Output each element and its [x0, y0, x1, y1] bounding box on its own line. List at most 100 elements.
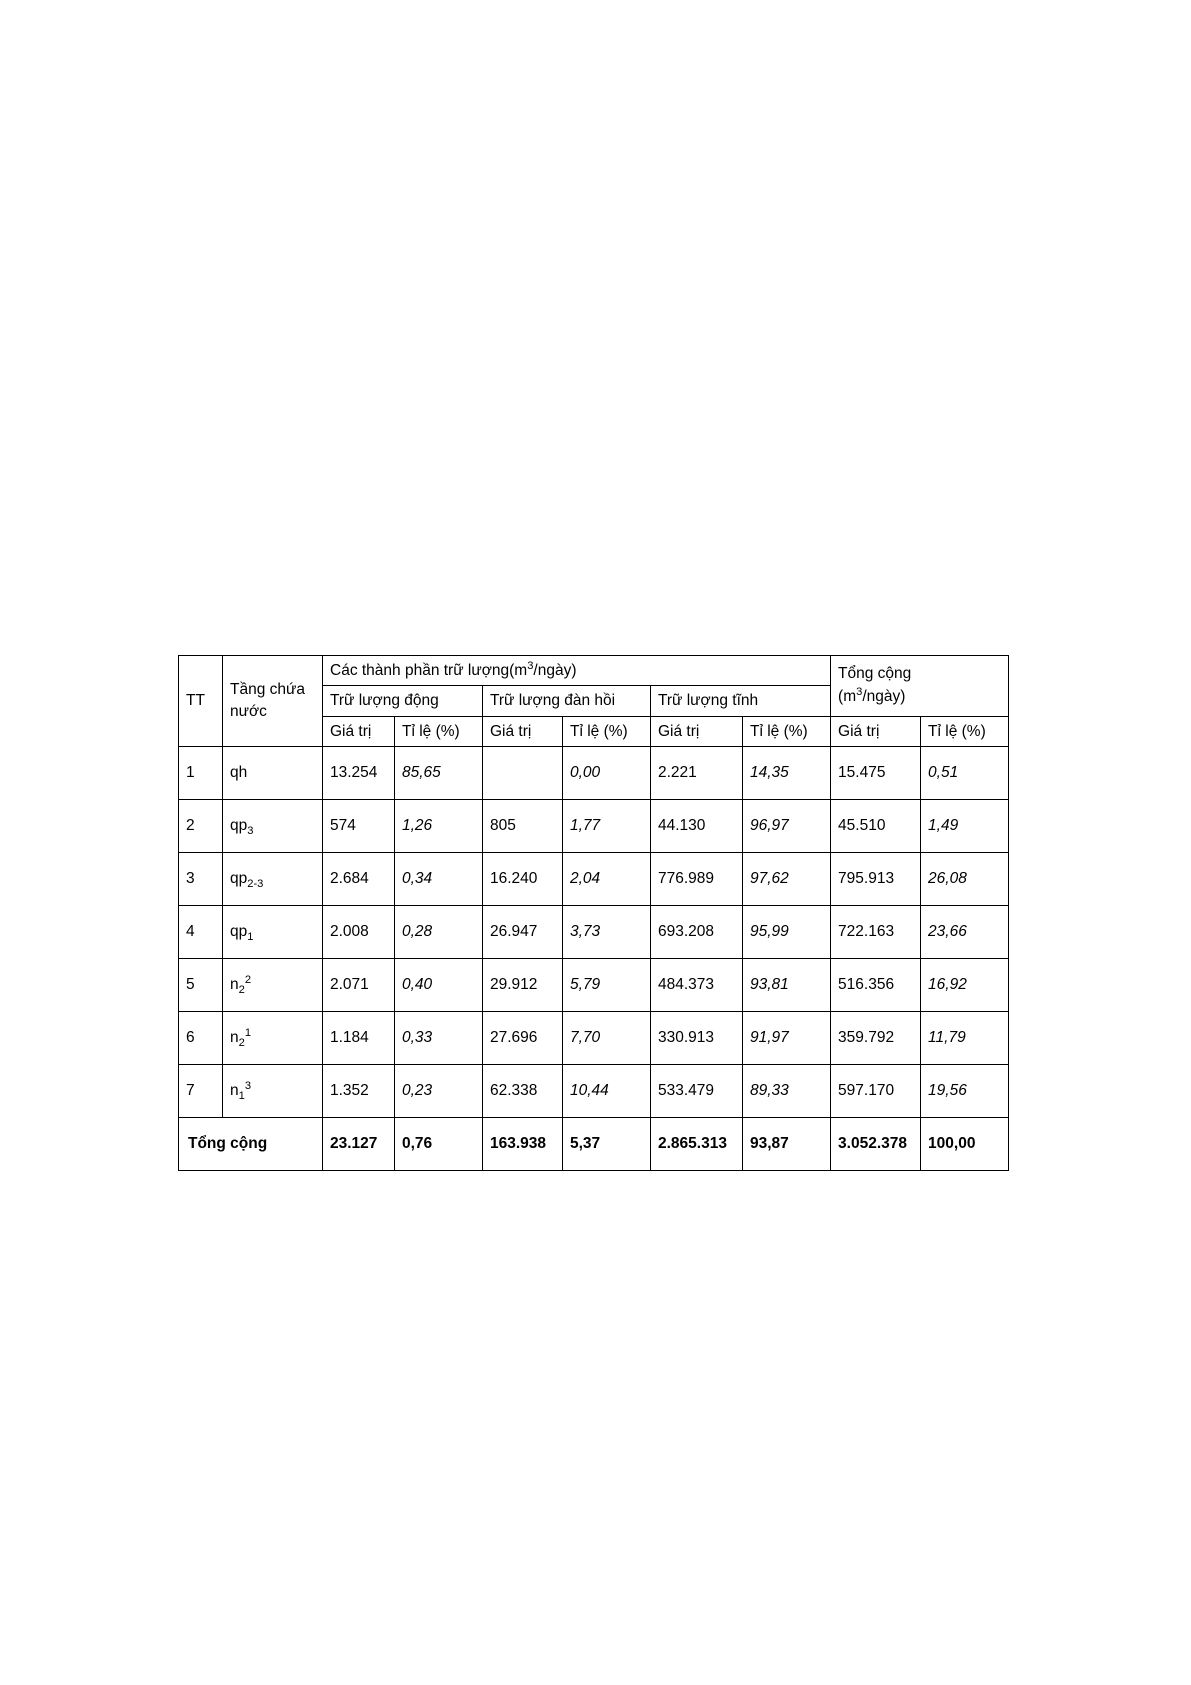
cell-total-percent: 23,66 [920, 905, 1010, 960]
cell-aquifer-layer: qp1 [222, 905, 323, 960]
header-cell-static-percent: Tỉ lệ (%) [741, 715, 832, 748]
cell-elastic-percent: 1,77 [562, 799, 651, 854]
header-cell-static-value: Giá trị [650, 715, 743, 748]
cell-row-index: 7 [178, 1064, 223, 1119]
cell-total-value: 795.913 [830, 852, 922, 907]
cell-elastic-value [482, 746, 563, 801]
cell-aquifer-layer: qp3 [222, 799, 323, 854]
table-row: 4 qp1 2.008 0,28 26.947 3,73 693.208 95,99 722.1… [178, 905, 1010, 960]
cell-aquifer-layer: qh [222, 746, 323, 801]
header-cell-dynamic-value: Giá trị [322, 715, 395, 748]
cell-static-percent: 95,99 [741, 905, 832, 960]
grand-total-unit-superscript: 3 [856, 685, 863, 698]
header-cell-elastic-percent: Tỉ lệ (%) [562, 715, 651, 748]
cell-elastic-percent: 7,70 [562, 1011, 651, 1066]
aquifer-layer-base: qp [230, 870, 248, 888]
header-row-group: TT Tầng chứa nước Các thành phần trữ lượ… [178, 654, 1010, 748]
cell-elastic-percent: 3,73 [562, 905, 651, 960]
reserve-table-container: TT Tầng chứa nước Các thành phần trữ lượ… [178, 654, 1010, 1172]
cell-static-percent: 93,81 [741, 958, 832, 1013]
table-row: 7 n13 1.352 0,23 62.338 10,44 533.479 89,33 597.… [178, 1064, 1010, 1119]
header-cell-dynamic-reserve: Trữ lượng động [322, 685, 483, 717]
grand-total-title: Tổng cộng [838, 665, 912, 683]
cell-dynamic-percent: 1,26 [394, 799, 483, 854]
table-row: 1 qh 13.254 85,65 0,00 2.221 14,35 15.475 0,51 [178, 746, 1010, 801]
cell-total-percent: 26,08 [920, 852, 1010, 907]
cell-dynamic-value: 2.684 [322, 852, 395, 907]
cell-row-index: 6 [178, 1011, 223, 1066]
table-body: 1 qh 13.254 85,65 0,00 2.221 14,35 15.475 0,51 2 q… [178, 746, 1010, 1172]
cell-static-percent: 14,35 [741, 746, 832, 801]
cell-static-value: 533.479 [650, 1064, 743, 1119]
cell-elastic-value: 16.240 [482, 852, 563, 907]
cell-static-value: 484.373 [650, 958, 743, 1013]
cell-static-value: 693.208 [650, 905, 743, 960]
cell-dynamic-percent: 0,34 [394, 852, 483, 907]
aquifer-layer-base: n [230, 976, 239, 994]
cell-static-value: 2.221 [650, 746, 743, 801]
cell-static-percent: 89,33 [741, 1064, 832, 1119]
cell-row-index: 1 [178, 746, 223, 801]
aquifer-layer-base: n [230, 1029, 239, 1047]
header-cell-reserve-components: Các thành phần trữ lượng(m3/ngày) [321, 654, 832, 687]
aquifer-layer-subscript: 2 [238, 1037, 245, 1050]
aquifer-layer-subscript: 2-3 [247, 878, 264, 891]
cell-aquifer-layer: n13 [222, 1064, 323, 1119]
cell-totals-elastic-value: 163.938 [482, 1117, 563, 1172]
header-cell-dynamic-percent: Tỉ lệ (%) [394, 715, 483, 748]
cell-aquifer-layer: qp2-3 [222, 852, 323, 907]
header-cell-grand-total: Tổng cộng (m3/ngày) [830, 655, 1010, 717]
cell-row-index: 5 [178, 958, 223, 1013]
header-cell-tt: TT [178, 654, 223, 748]
cell-total-value: 45.510 [830, 799, 922, 854]
cell-dynamic-value: 574 [322, 799, 395, 854]
cell-total-percent: 0,51 [920, 746, 1010, 801]
cell-total-value: 722.163 [830, 905, 922, 960]
table-row: 5 n22 2.071 0,40 29.912 5,79 484.373 93,81 516.3… [178, 958, 1010, 1013]
aquifer-layer-subscript: 3 [247, 825, 254, 838]
table-row: 2 qp3 574 1,26 805 1,77 44.130 96,97 45.510 1,49 [178, 799, 1010, 854]
cell-dynamic-percent: 0,23 [394, 1064, 483, 1119]
cell-totals-label: Tổng cộng [178, 1117, 323, 1172]
aquifer-layer-base: qh [230, 764, 248, 782]
header-cell-elastic-reserve: Trữ lượng đàn hồi [482, 685, 651, 717]
cell-elastic-percent: 10,44 [562, 1064, 651, 1119]
cell-static-value: 776.989 [650, 852, 743, 907]
header-row-leaf: Giá trị Tỉ lệ (%) Giá trị Tỉ lệ (%) Giá … [179, 715, 1010, 748]
cell-dynamic-percent: 0,28 [394, 905, 483, 960]
cell-dynamic-percent: 0,40 [394, 958, 483, 1013]
cell-total-percent: 16,92 [920, 958, 1010, 1013]
aquifer-layer-superscript: 1 [244, 1027, 252, 1040]
grand-total-unit-pre: (m [838, 687, 857, 705]
cell-totals-dynamic-value: 23.127 [322, 1117, 395, 1172]
cell-total-value: 15.475 [830, 746, 922, 801]
cell-dynamic-percent: 85,65 [394, 746, 483, 801]
table-row: 6 n21 1.184 0,33 27.696 7,70 330.913 91,97 359.7… [178, 1011, 1010, 1066]
cell-elastic-percent: 2,04 [562, 852, 651, 907]
cell-total-value: 516.356 [830, 958, 922, 1013]
cell-totals-total-value: 3.052.378 [830, 1117, 922, 1172]
cell-static-percent: 96,97 [741, 799, 832, 854]
cell-static-percent: 97,62 [741, 852, 832, 907]
cell-row-index: 3 [178, 852, 223, 907]
header-cell-total-percent: Tỉ lệ (%) [920, 715, 1010, 748]
cell-aquifer-layer: n22 [222, 958, 323, 1013]
cell-static-percent: 91,97 [741, 1011, 832, 1066]
cell-totals-total-percent: 100,00 [920, 1117, 1010, 1172]
aquifer-layer-base: n [230, 1082, 239, 1100]
groundwater-reserve-table: TT Tầng chứa nước Các thành phần trữ lượ… [178, 654, 1010, 1172]
aquifer-layer-base: qp [230, 923, 248, 941]
cell-totals-static-value: 2.865.313 [650, 1117, 743, 1172]
cell-dynamic-value: 2.071 [322, 958, 395, 1013]
cell-dynamic-value: 13.254 [322, 746, 395, 801]
cell-totals-dynamic-percent: 0,76 [394, 1117, 483, 1172]
cell-dynamic-value: 2.008 [322, 905, 395, 960]
cell-total-value: 359.792 [830, 1011, 922, 1066]
cell-elastic-value: 62.338 [482, 1064, 563, 1119]
cell-dynamic-value: 1.352 [322, 1064, 395, 1119]
table-totals-row: Tổng cộng 23.127 0,76 163.938 5,37 2.865.313 9… [178, 1117, 1010, 1172]
aquifer-layer-subscript: 1 [238, 1090, 245, 1103]
cell-totals-elastic-percent: 5,37 [562, 1117, 651, 1172]
cell-total-percent: 11,79 [920, 1011, 1010, 1066]
